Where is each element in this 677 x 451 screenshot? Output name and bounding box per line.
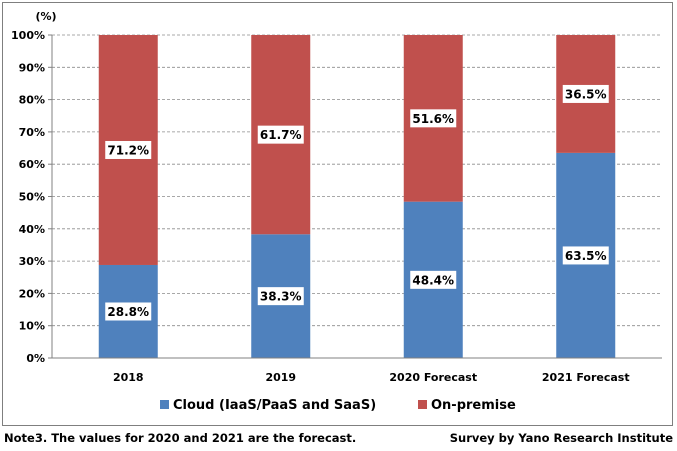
data-label-box bbox=[562, 84, 609, 103]
data-label: 38.3% bbox=[260, 290, 302, 304]
x-tick-label: 2020 Forecast bbox=[389, 371, 477, 384]
data-label-box bbox=[105, 302, 152, 321]
data-label: 36.5% bbox=[565, 87, 607, 101]
data-label: 51.6% bbox=[412, 112, 454, 126]
data-label: 61.7% bbox=[260, 128, 302, 142]
data-label-box bbox=[410, 109, 457, 128]
legend-swatch bbox=[418, 400, 427, 409]
footnote: Note3. The values for 2020 and 2021 are … bbox=[4, 431, 357, 445]
y-tick-label: 10% bbox=[19, 320, 45, 333]
data-label-box bbox=[410, 270, 457, 289]
y-tick-label: 70% bbox=[19, 126, 45, 139]
data-label: 71.2% bbox=[107, 143, 149, 157]
x-tick-label: 2018 bbox=[113, 371, 144, 384]
y-tick-label: 40% bbox=[19, 223, 45, 236]
y-tick-label: 100% bbox=[11, 29, 45, 42]
y-tick-label: 50% bbox=[19, 191, 45, 204]
data-label-box bbox=[257, 125, 304, 144]
legend-label: On-premise bbox=[431, 398, 516, 413]
y-tick-label: 80% bbox=[19, 94, 45, 107]
x-tick-label: 2019 bbox=[265, 371, 296, 384]
chart-frame bbox=[2, 2, 673, 426]
source-credit: Survey by Yano Research Institute bbox=[449, 431, 673, 445]
data-label: 48.4% bbox=[412, 273, 454, 287]
data-label-box bbox=[562, 246, 609, 265]
data-label-box bbox=[105, 140, 152, 159]
data-label: 28.8% bbox=[107, 305, 149, 319]
y-tick-label: 60% bbox=[19, 158, 45, 171]
legend-label: Cloud (IaaS/PaaS and SaaS) bbox=[173, 398, 376, 413]
x-tick-label: 2021 Forecast bbox=[542, 371, 630, 384]
data-label: 63.5% bbox=[565, 249, 607, 263]
y-unit-label: (%) bbox=[35, 10, 56, 23]
y-tick-label: 90% bbox=[19, 61, 45, 74]
y-tick-label: 30% bbox=[19, 255, 45, 268]
y-tick-label: 20% bbox=[19, 287, 45, 300]
data-label-box bbox=[257, 287, 304, 306]
stacked-bar-chart: 0% 10% 20% 30% 40% 50% 60% 70% 80% 90% 100% (%) 28.8… bbox=[11, 10, 662, 413]
legend-swatch bbox=[160, 400, 169, 409]
y-tick-label: 0% bbox=[26, 352, 45, 365]
